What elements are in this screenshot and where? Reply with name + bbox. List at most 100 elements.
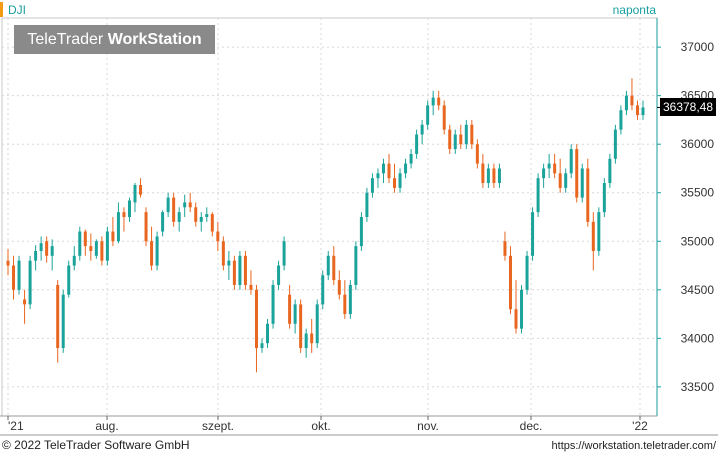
candle-body	[426, 105, 430, 125]
source-url[interactable]: https://workstation.teletrader.com/	[551, 440, 716, 452]
brand-bold-text: WorkStation	[107, 31, 202, 48]
candle-body	[580, 168, 584, 198]
candle-body	[266, 323, 270, 344]
candle-body	[89, 246, 93, 251]
candle-body	[282, 241, 286, 266]
candle-body	[370, 178, 374, 193]
candle-body	[188, 202, 192, 208]
interval-label[interactable]: naponta	[612, 3, 656, 17]
candle-body	[354, 246, 358, 285]
candle-body	[641, 107, 645, 116]
plot-border	[1, 17, 658, 417]
candle-body	[525, 255, 529, 290]
candle-body	[94, 241, 98, 256]
candle-body	[453, 134, 457, 150]
x-tick-label: szept.	[202, 419, 234, 433]
candle-body	[348, 284, 352, 315]
candle-body	[415, 134, 419, 154]
candle-body	[508, 255, 512, 310]
candle-body	[624, 95, 628, 111]
candle-body	[564, 173, 568, 188]
candle-body	[205, 214, 209, 217]
brand-light-text: TeleTrader	[27, 31, 104, 48]
candle-body	[553, 163, 557, 174]
candle-body	[299, 304, 303, 349]
symbol-marker	[0, 2, 3, 17]
candle-body	[288, 294, 292, 324]
candle-body	[398, 173, 402, 188]
candle-body	[243, 255, 247, 285]
candle-body	[459, 134, 463, 145]
candle-body	[420, 124, 424, 135]
candle-body	[50, 246, 54, 256]
candle-body	[608, 158, 612, 184]
candle-body	[635, 105, 639, 116]
candle-body	[166, 197, 170, 213]
candle-body	[133, 184, 137, 203]
candle-body	[547, 163, 551, 169]
candle-body	[227, 260, 231, 266]
candle-body	[216, 231, 220, 242]
brand-logo: TeleTrader WorkStation	[14, 25, 215, 54]
symbol-label[interactable]: DJI	[8, 3, 26, 17]
x-tick-label: nov.	[417, 419, 439, 433]
candle-body	[481, 163, 485, 184]
candle-body	[221, 241, 225, 266]
y-tick-label: 37000	[681, 40, 715, 54]
candle-body	[254, 289, 258, 349]
candle-body	[199, 217, 203, 222]
candle-body	[249, 284, 253, 290]
candle-body	[492, 168, 496, 184]
candle-body	[393, 178, 397, 188]
candle-body	[376, 173, 380, 179]
x-tick-label: '22	[632, 419, 648, 433]
y-tick-label: 35500	[681, 186, 715, 200]
candle-body	[78, 231, 82, 256]
candle-body	[139, 184, 143, 195]
candle-body	[359, 217, 363, 247]
candle-body	[183, 202, 187, 208]
candle-body	[365, 192, 369, 217]
candle-body	[72, 255, 76, 266]
candle-body	[39, 243, 43, 251]
candle-body	[34, 250, 38, 261]
candle-body	[343, 294, 347, 315]
candle-body	[150, 241, 154, 266]
candle-body	[630, 95, 634, 106]
candle-body	[161, 212, 165, 232]
candle-body	[155, 236, 159, 266]
candle-body	[144, 212, 148, 242]
candle-body	[497, 168, 501, 184]
candle-body	[315, 304, 319, 344]
candle-body	[448, 129, 452, 150]
candle-body	[12, 265, 16, 290]
candle-body	[409, 153, 413, 164]
candle-body	[387, 163, 391, 179]
y-tick-label: 36000	[681, 137, 715, 151]
x-tick-label: okt.	[311, 419, 330, 433]
x-tick-label: dec.	[520, 419, 543, 433]
candle-body	[470, 124, 474, 145]
candle-body	[83, 231, 87, 247]
y-tick-label: 34000	[681, 331, 715, 345]
y-tick-label: 33500	[681, 380, 715, 394]
candle-body	[17, 260, 21, 290]
y-tick-label: 35000	[681, 234, 715, 248]
candle-body	[271, 284, 275, 324]
candle-body	[597, 212, 601, 251]
copyright-text: © 2022 TeleTrader Software GmbH	[2, 438, 190, 452]
candle-body	[337, 280, 341, 295]
candle-body	[61, 294, 65, 349]
candle-body	[586, 168, 590, 222]
candle-body	[431, 97, 435, 106]
candle-body	[67, 265, 71, 295]
candle-body	[293, 304, 297, 324]
candle-body	[404, 163, 408, 174]
candle-body	[100, 241, 104, 261]
candle-body	[321, 275, 325, 305]
candle-body	[558, 173, 562, 188]
candle-body	[116, 212, 120, 242]
candle-body	[326, 255, 330, 276]
